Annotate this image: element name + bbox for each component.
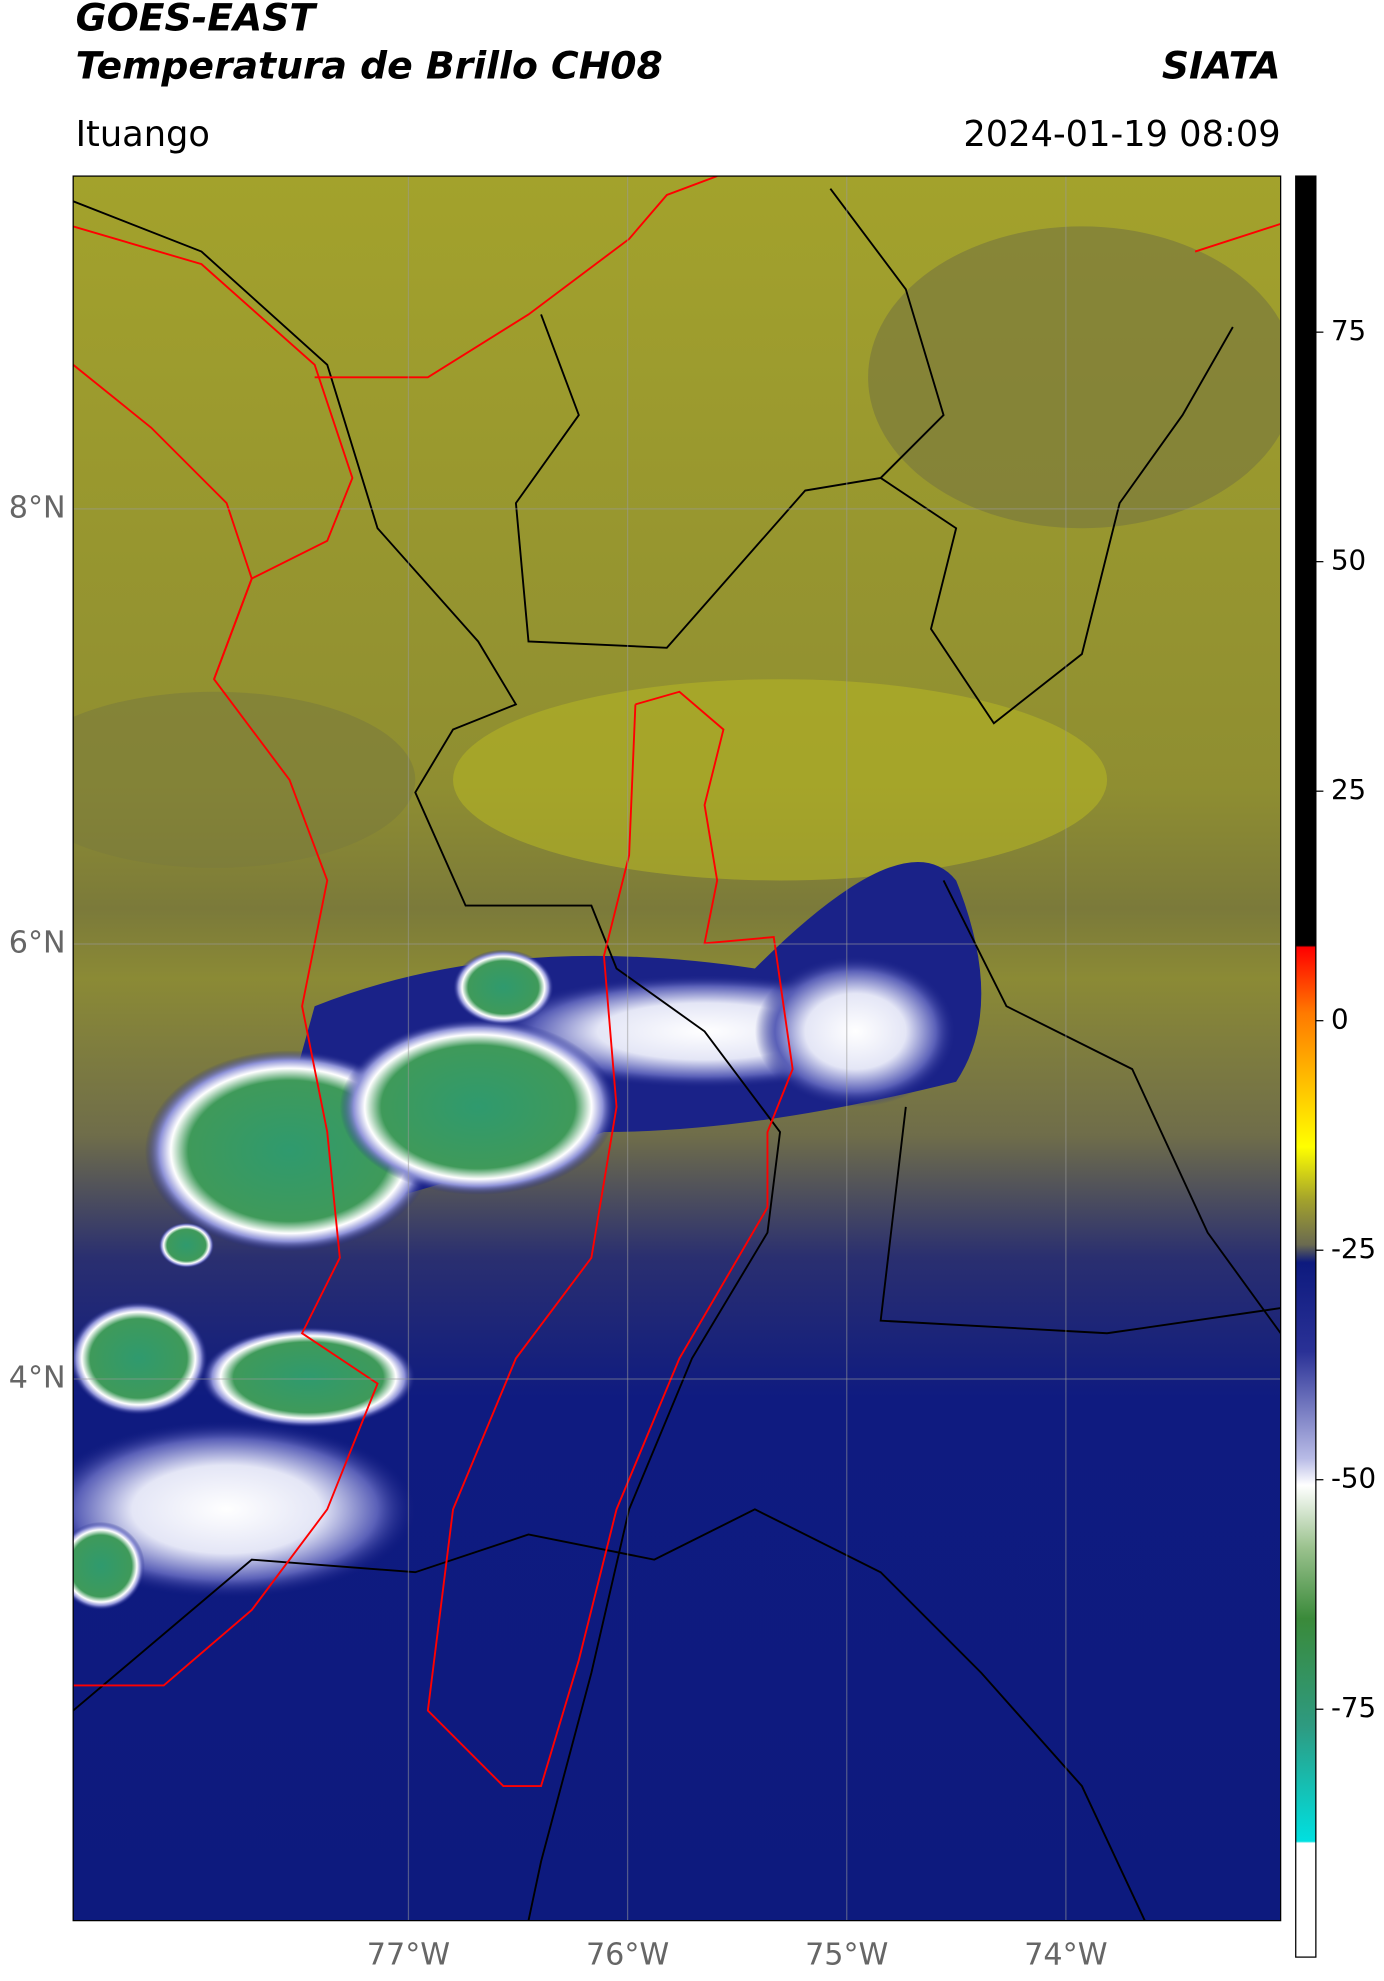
colorbar-tick-label: -25 bbox=[1331, 1232, 1376, 1265]
datetime: 2024-01-19 08:09 bbox=[963, 114, 1280, 155]
boundaries bbox=[73, 176, 1281, 1921]
map-field bbox=[73, 176, 1281, 1921]
colorbar bbox=[1295, 175, 1317, 1958]
product: Temperatura de Brillo CH08 bbox=[76, 43, 663, 87]
colorbar-tick-label: 75 bbox=[1331, 314, 1366, 347]
colorbar-tick-label: 0 bbox=[1331, 1003, 1349, 1036]
y-tick-label: 6°N bbox=[9, 925, 66, 960]
x-tick-label: 77°W bbox=[367, 1937, 450, 1972]
agency: SIATA bbox=[1162, 43, 1281, 87]
grid bbox=[73, 176, 1281, 1921]
x-tick-label: 76°W bbox=[586, 1937, 669, 1972]
x-tick-label: 74°W bbox=[1024, 1937, 1107, 1972]
y-tick-label: 8°N bbox=[9, 490, 66, 525]
satellite: GOES-EAST bbox=[76, 0, 319, 40]
colorbar-tick-label: 25 bbox=[1331, 773, 1366, 806]
colorbar-tick-label: -75 bbox=[1331, 1691, 1376, 1724]
x-tick-label: 75°W bbox=[805, 1937, 888, 1972]
colorbar-tick-label: -50 bbox=[1331, 1462, 1376, 1495]
map-frame bbox=[72, 175, 1282, 1922]
colorbar-tick-label: 50 bbox=[1331, 544, 1366, 577]
y-tick-label: 4°N bbox=[9, 1360, 66, 1395]
region: Ituango bbox=[76, 114, 210, 155]
